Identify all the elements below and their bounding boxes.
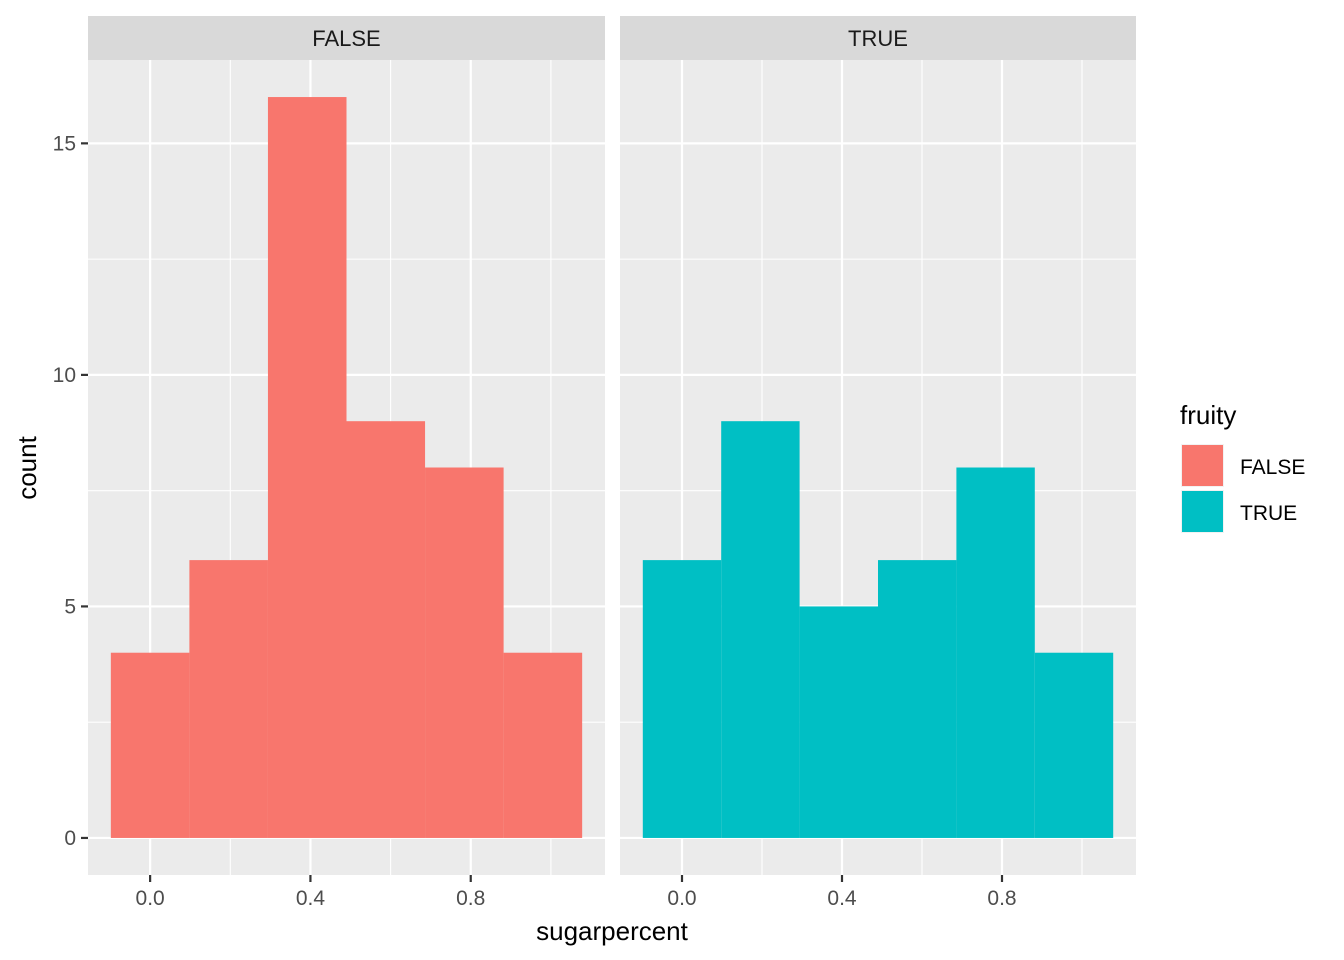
- histogram-bar: [425, 467, 504, 838]
- facet-strip: [620, 16, 1136, 60]
- y-tick-label: 15: [53, 132, 76, 155]
- histogram-bar: [642, 560, 722, 838]
- legend-key-swatch: [1182, 445, 1223, 486]
- histogram-bar: [110, 652, 190, 838]
- x-tick-label: 0.0: [667, 887, 696, 910]
- legend-entry-label: TRUE: [1240, 502, 1297, 525]
- legend-entry-label: FALSE: [1240, 456, 1305, 479]
- x-tick-label: 0.4: [827, 887, 857, 910]
- y-tick-label: 5: [64, 595, 76, 618]
- y-axis-title: count: [12, 435, 42, 499]
- x-tick-label: 0.8: [456, 887, 485, 910]
- histogram-bar: [189, 560, 268, 838]
- histogram-bar: [956, 467, 1035, 838]
- x-axis-title: sugarpercent: [536, 916, 689, 946]
- facet-panel-false: FALSE 0.0 0.4 0.8: [88, 16, 605, 910]
- facet-panel-true: TRUE 0.0 0.4 0.8: [620, 16, 1136, 910]
- histogram-bar: [721, 421, 800, 838]
- histogram-bar: [346, 421, 426, 838]
- histogram-bar: [799, 606, 878, 838]
- facet-strip: [88, 16, 605, 60]
- facet-strip-label: FALSE: [312, 26, 380, 51]
- legend-title: fruity: [1180, 400, 1236, 430]
- histogram-bar: [503, 652, 583, 838]
- histogram-bar: [878, 560, 957, 838]
- legend-key-swatch: [1182, 491, 1223, 532]
- x-tick-label: 0.8: [987, 887, 1016, 910]
- y-tick-label: 0: [64, 827, 76, 850]
- histogram-bar: [1034, 652, 1114, 838]
- histogram-bar: [267, 97, 347, 838]
- legend: fruity FALSE TRUE: [1180, 400, 1305, 533]
- x-tick-label: 0.4: [296, 887, 326, 910]
- facet-strip-label: TRUE: [848, 26, 908, 51]
- x-tick-label: 0.0: [136, 887, 165, 910]
- y-tick-label: 10: [53, 364, 76, 387]
